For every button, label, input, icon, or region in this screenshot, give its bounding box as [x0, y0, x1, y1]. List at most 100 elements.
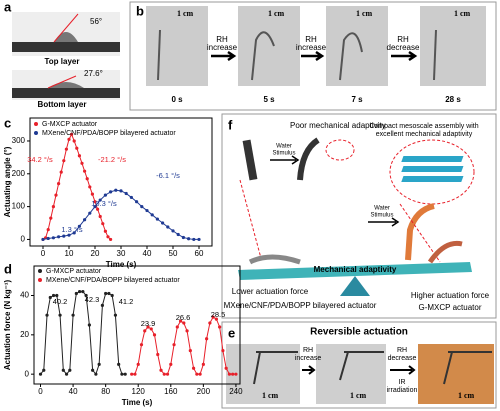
data-point — [57, 235, 61, 239]
scale: 1 cm — [268, 9, 285, 18]
data-point — [106, 235, 110, 239]
caption: Compact mesoscale assembly with — [369, 123, 478, 130]
data-point — [42, 368, 46, 372]
data-point — [165, 372, 170, 376]
plot-frame — [33, 265, 241, 385]
data-point — [100, 303, 104, 307]
legend-marker — [34, 131, 38, 135]
tangent — [53, 13, 79, 43]
film — [433, 29, 437, 81]
film — [339, 351, 384, 381]
caption: Stimulus — [370, 213, 393, 219]
data-point — [224, 366, 228, 370]
legend-marker — [34, 122, 38, 126]
panel-f: f Poor mechanical adaptivity Compact mes… — [221, 113, 497, 319]
photo — [146, 6, 208, 86]
data-point — [221, 348, 225, 353]
data-point — [123, 372, 127, 376]
data-point — [218, 325, 222, 329]
legend-label: MXene/CNF/PDA/BOPP bilayered actuator — [46, 277, 180, 284]
data-point — [64, 372, 69, 376]
x-tick-label: 240 — [229, 387, 243, 396]
y-tick-label: 100 — [12, 202, 26, 211]
caption: Poor mechanical adaptivity — [290, 121, 386, 130]
caption: Higher actuation force — [411, 291, 490, 300]
legend-marker — [38, 278, 42, 282]
data-point — [143, 329, 147, 333]
y-tick-label: 200 — [12, 169, 26, 178]
x-tick-label: 60 — [195, 249, 204, 258]
arrow-label: increase — [296, 43, 327, 52]
data-point — [80, 161, 84, 165]
annotation: 41.2 — [119, 297, 134, 306]
data-point — [51, 293, 56, 298]
photo — [316, 344, 386, 404]
guide — [239, 179, 263, 263]
data-point — [77, 289, 82, 294]
data-point — [87, 323, 91, 327]
data-point — [120, 372, 124, 376]
scale: 1 cm — [454, 9, 471, 18]
data-point — [149, 327, 153, 331]
data-point — [113, 313, 118, 317]
arrow-label: IR — [399, 379, 406, 386]
photo — [418, 344, 494, 404]
data-point — [136, 362, 140, 366]
time: 28 s — [445, 95, 461, 104]
data-point — [211, 315, 215, 319]
data-point — [103, 229, 107, 233]
data-point — [197, 237, 201, 242]
data-point — [85, 177, 89, 181]
scale: 1 cm — [350, 391, 367, 400]
arrow — [211, 50, 237, 62]
data-point — [77, 154, 81, 158]
data-point — [139, 343, 144, 347]
layer — [401, 166, 464, 172]
angle: 27.6° — [84, 69, 103, 78]
data-point — [72, 231, 76, 235]
film — [443, 351, 492, 385]
series-line — [42, 133, 111, 240]
data-point — [104, 291, 108, 296]
data-point — [58, 313, 62, 317]
data-point — [161, 221, 165, 225]
data-point — [135, 200, 139, 204]
data-point — [124, 191, 128, 196]
data-point — [49, 216, 53, 220]
data-point — [133, 372, 137, 376]
scale: 1 cm — [458, 391, 475, 400]
data-point — [146, 325, 150, 329]
time: 7 s — [351, 95, 363, 104]
arrow — [368, 217, 400, 227]
data-point — [62, 234, 66, 238]
film — [405, 203, 435, 261]
data-point — [192, 237, 196, 242]
y-axis-label: Actuation force (N kg⁻¹) — [3, 279, 12, 370]
data-point — [175, 325, 179, 329]
data-point — [162, 372, 166, 376]
arrow-label: irradiation — [387, 387, 418, 394]
caption: MXene/CNF/PDA/BOPP bilayered actuator — [224, 301, 377, 310]
data-point — [84, 293, 88, 298]
panel-letter: f — [228, 117, 233, 132]
annotation: 23.9 — [141, 319, 156, 328]
data-point — [88, 211, 92, 215]
data-point — [90, 192, 94, 196]
film — [339, 32, 363, 81]
beam — [238, 262, 472, 280]
film — [157, 29, 161, 81]
y-tick-label: 20 — [20, 330, 29, 339]
guide — [399, 203, 441, 263]
arrow-label: RH — [305, 35, 317, 44]
data-point — [61, 368, 65, 372]
caption: G-MXCP actuator — [419, 303, 482, 312]
panel-a: a 56° Top layer 27.6° Bottom layer — [4, 0, 120, 109]
caption: Water — [374, 206, 390, 212]
data-point — [71, 313, 75, 317]
data-point — [103, 193, 107, 197]
frame — [221, 113, 497, 319]
film — [427, 240, 463, 264]
x-tick-label: 40 — [143, 249, 152, 258]
data-point — [191, 366, 196, 370]
data-point — [117, 362, 121, 366]
